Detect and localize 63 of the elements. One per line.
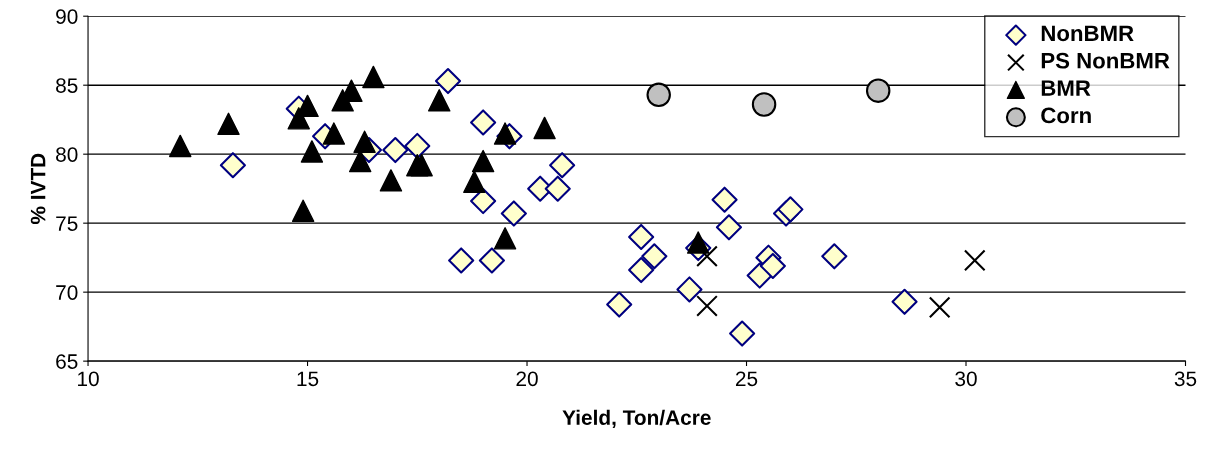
legend-label: PS NonBMR (1041, 52, 1170, 69)
point (696, 245, 718, 268)
point (404, 132, 431, 159)
point (493, 122, 517, 145)
point (963, 249, 986, 272)
point (353, 130, 376, 153)
point (821, 243, 848, 270)
x-tick-label: 30 (955, 371, 977, 387)
point (549, 152, 576, 179)
point (470, 109, 497, 136)
y-tick-label: 80 (56, 147, 78, 162)
point (471, 149, 495, 173)
point (676, 276, 703, 303)
point (759, 252, 786, 280)
point (533, 116, 556, 140)
point (493, 227, 517, 250)
point (696, 295, 718, 317)
point (891, 288, 918, 315)
point (217, 112, 240, 136)
x-tick-label: 10 (78, 371, 99, 387)
point (427, 89, 451, 112)
y-tick-label: 70 (56, 285, 78, 300)
point (448, 247, 475, 274)
point (470, 188, 497, 215)
point (646, 82, 671, 108)
point (434, 67, 462, 95)
y-tick-label: 90 (56, 9, 78, 24)
point (628, 257, 655, 284)
x-tick-label: 25 (735, 371, 758, 387)
point (729, 320, 756, 347)
legend-label: BMR (1041, 80, 1091, 96)
point (606, 291, 633, 318)
point (544, 175, 571, 202)
point (478, 247, 505, 274)
x-tick-label: 35 (1174, 371, 1197, 387)
point (379, 169, 403, 192)
point (291, 199, 315, 222)
point (777, 196, 804, 223)
legend-label: NonBMR (1041, 25, 1134, 42)
x-tick-label: 20 (516, 371, 538, 387)
point (322, 122, 346, 145)
point (711, 186, 738, 213)
point (500, 200, 527, 227)
point (382, 136, 409, 164)
point (628, 223, 655, 251)
point (463, 170, 486, 194)
point (219, 152, 246, 179)
y-axis-title: % IVTD (30, 153, 46, 225)
point (715, 214, 743, 241)
point (641, 243, 668, 270)
point (362, 65, 385, 89)
y-tick-label: 85 (56, 78, 78, 93)
x-tick-label: 15 (297, 371, 319, 387)
point (865, 78, 891, 103)
point (168, 134, 192, 158)
y-tick-label: 65 (56, 354, 78, 369)
x-axis-title: Yield, Ton/Acre (562, 409, 711, 429)
legend-label: Corn (1041, 107, 1091, 124)
point (686, 231, 710, 254)
y-tick-label: 75 (56, 216, 78, 231)
point (300, 140, 324, 163)
point (928, 296, 951, 319)
point (751, 92, 777, 117)
